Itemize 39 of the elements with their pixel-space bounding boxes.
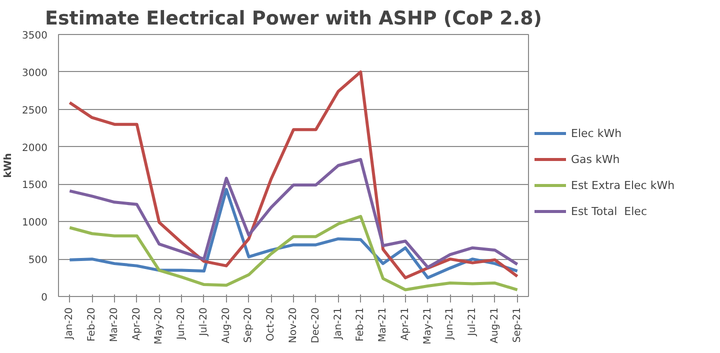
- legend-label: Est Total Elec: [571, 204, 647, 218]
- x-tick-label: Oct-20: [266, 308, 277, 342]
- x-tick-label: Mar-20: [108, 308, 120, 342]
- x-tick-label: Jun-20: [176, 307, 188, 340]
- y-tick-label: 500: [28, 255, 48, 266]
- legend-label: Gas kWh: [571, 152, 620, 166]
- x-tick-label: Jan-21: [332, 308, 344, 340]
- y-tick-label: 3000: [22, 68, 48, 79]
- x-tick-label: Feb-21: [355, 307, 366, 342]
- line-series: [68, 70, 519, 280]
- x-tick-label: Jun-21: [444, 307, 456, 340]
- x-tick-label: Sep-21: [512, 307, 523, 343]
- x-tick-label: Mar-21: [378, 308, 389, 342]
- x-tick-label: Aug-20: [220, 308, 232, 344]
- x-tick-label: May-20: [154, 307, 165, 344]
- line-series: [68, 158, 519, 269]
- line-series: [68, 188, 519, 280]
- x-tick-label: May-21: [422, 307, 434, 344]
- chart-title: Estimate Electrical Power with ASHP (CoP 2.8): [45, 8, 542, 30]
- y-tick-label: 1500: [22, 180, 48, 192]
- line-series: [68, 214, 519, 292]
- x-tick-label: Jul-20: [198, 307, 210, 337]
- legend-label: Elec kWh: [571, 126, 622, 140]
- x-tick-label: Nov-20: [288, 307, 299, 344]
- x-tick-label: Sep-20: [243, 307, 254, 343]
- x-tick-label: Jan-20: [64, 308, 76, 340]
- x-tick-label: Aug-21: [489, 308, 500, 344]
- y-tick-label: 0: [41, 292, 48, 304]
- x-tick-label: Apr-20: [131, 307, 142, 340]
- x-tick-label: Jul-21: [467, 307, 478, 337]
- y-tick-label: 2500: [22, 105, 48, 116]
- y-tick-label: 3500: [22, 30, 48, 42]
- y-axis-title: kWh: [3, 153, 14, 178]
- x-tick-label: Feb-20: [86, 307, 98, 342]
- y-tick-label: 2000: [22, 142, 48, 154]
- legend-label: Est Extra Elec kWh: [571, 178, 675, 192]
- x-tick-label: Apr-21: [400, 307, 411, 340]
- x-tick-label: Dec-20: [310, 307, 322, 344]
- y-tick-label: 1000: [22, 218, 48, 229]
